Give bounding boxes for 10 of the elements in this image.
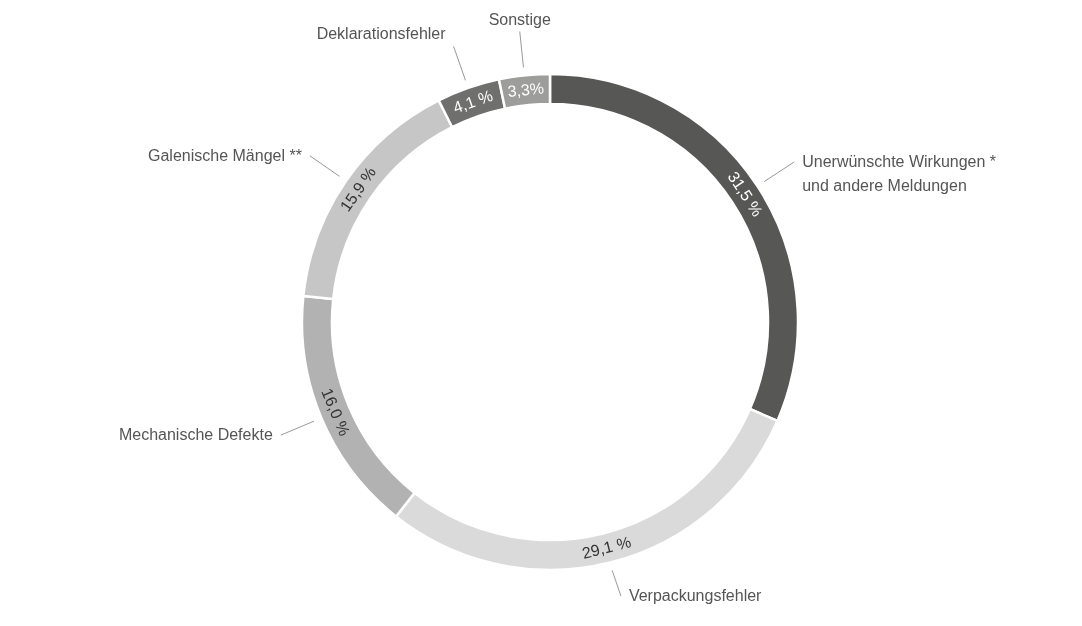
- slice-label: Unerwünschte Wirkungen * und andere Meldungen: [802, 152, 997, 194]
- data-label: 3,3%: [506, 79, 545, 101]
- slice-label: Deklarationsfehler: [316, 25, 447, 43]
- slice-label: Verpackungsfehler: [628, 587, 763, 604]
- data-label: 16,0 %: [318, 385, 354, 439]
- slice-label: Mechanische Defekte: [118, 426, 273, 444]
- slice-label: Sonstige: [488, 10, 551, 28]
- slice-label: Galenische Mängel **: [148, 146, 302, 164]
- data-label: 29,1 %: [580, 533, 633, 562]
- data-label: 4,1 %: [450, 86, 496, 117]
